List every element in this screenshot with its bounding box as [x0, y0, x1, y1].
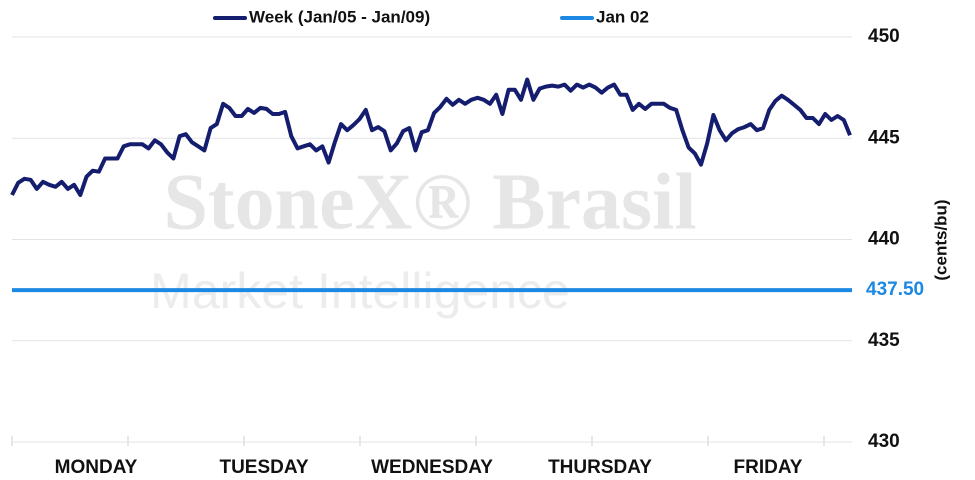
x-axis-ticks: [11, 436, 825, 446]
series-line: [10, 77, 852, 197]
x-tick-label: TUESDAY: [219, 457, 308, 478]
y-axis-title: (cents/bu): [931, 199, 950, 280]
legend-label: Jan 02: [596, 7, 649, 26]
x-tick-label: FRIDAY: [734, 457, 803, 478]
value-label: 437.50: [866, 279, 924, 300]
y-tick-label: 450: [868, 26, 900, 47]
y-tick-label: 440: [868, 229, 900, 250]
y-tick-label: 430: [868, 431, 900, 452]
y-tick-label: 435: [868, 330, 900, 351]
x-tick-label: THURSDAY: [548, 457, 652, 478]
x-tick-label: MONDAY: [55, 457, 138, 478]
y-tick-label: 445: [868, 127, 900, 148]
watermark: StoneX® Brasil: [163, 158, 696, 246]
x-tick-label: WEDNESDAY: [371, 457, 493, 478]
legend-label: Week (Jan/05 - Jan/09): [249, 7, 430, 26]
